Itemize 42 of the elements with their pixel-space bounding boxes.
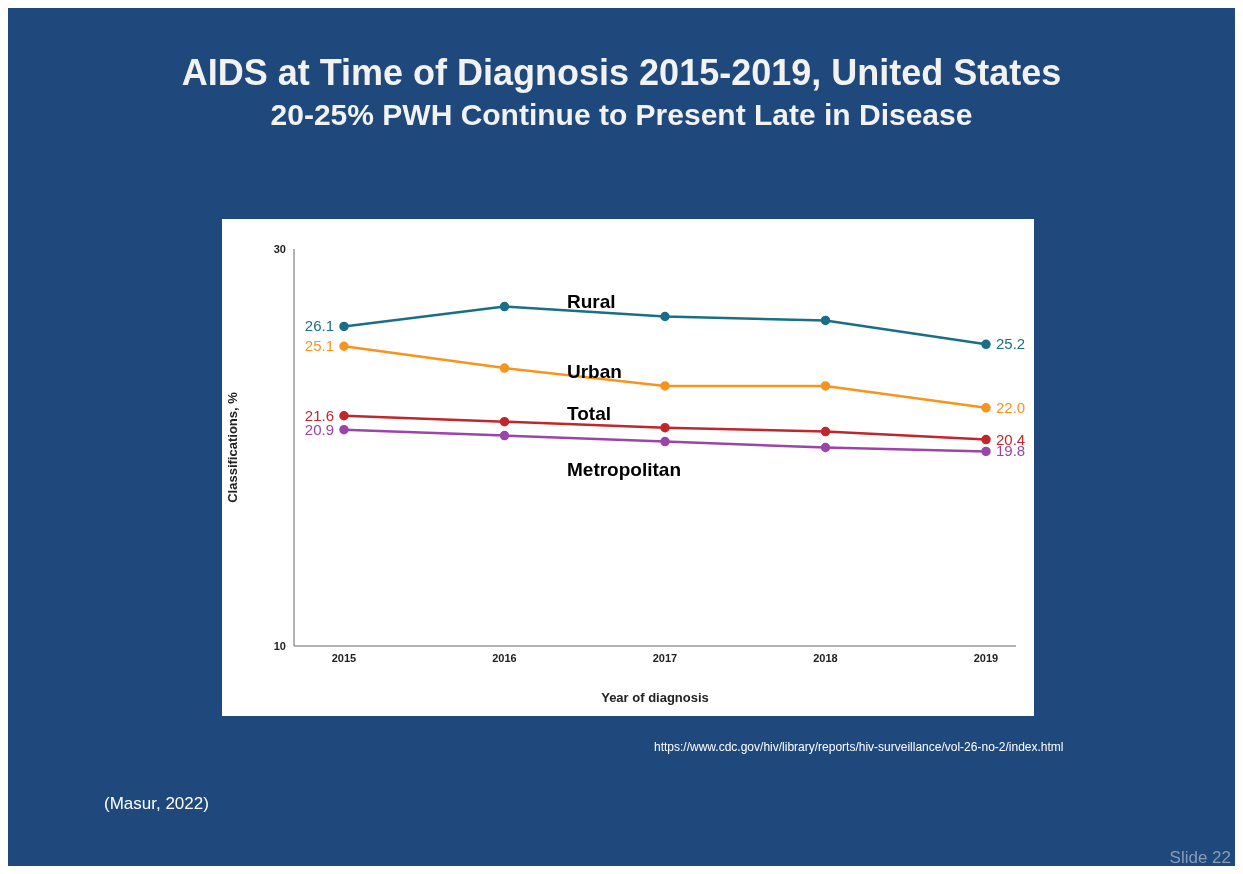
series-label: Rural [567,291,616,313]
x-tick-label: 2018 [813,651,838,664]
text: (Masur, 2022) [104,794,209,814]
point [660,422,670,433]
chart-subtitle: 20-25% PWH Continue to Present Late in Disease [269,98,974,132]
text: https://www.cdc.gov/hiv/library/reports/hiv-surveillance/vol-26-no-2/index.html [654,740,1064,754]
y-tick-label: 30 [273,242,286,255]
chart-title: AIDS at Time of Diagnosis 2015-2019, United States [180,52,1063,94]
series-label: Total [567,402,611,424]
point [339,410,349,421]
x-tick-label: 2015 [331,651,357,664]
point [660,436,670,447]
series-label: Urban [567,360,622,382]
y-axis-title: Classifications, % [224,391,240,503]
x-tick-label: 2016 [492,651,517,664]
data-label: 22.0 [996,398,1026,416]
point [499,416,510,427]
point [339,341,349,352]
point [981,446,991,457]
x-tick-label: 2017 [652,651,678,664]
x-axis-title: Year of diagnosis [601,690,709,705]
y-tick-label: 10 [273,639,286,652]
data-label: 25.2 [996,335,1026,353]
point [820,315,831,326]
point [981,434,991,445]
point [339,321,349,332]
point [820,426,831,437]
data-label: 26.1 [304,317,334,335]
point [660,381,670,391]
point [499,301,510,312]
point [981,403,991,413]
point [499,430,510,441]
point [499,363,510,373]
point [981,339,991,350]
x-tick-label: 2019 [973,651,999,664]
point [660,311,670,322]
series-label: Metropolitan [567,458,681,480]
text: Slide 22 [1169,848,1231,868]
point [339,424,349,435]
point [820,381,831,391]
data-label: 25.1 [304,337,334,355]
point [820,442,831,453]
